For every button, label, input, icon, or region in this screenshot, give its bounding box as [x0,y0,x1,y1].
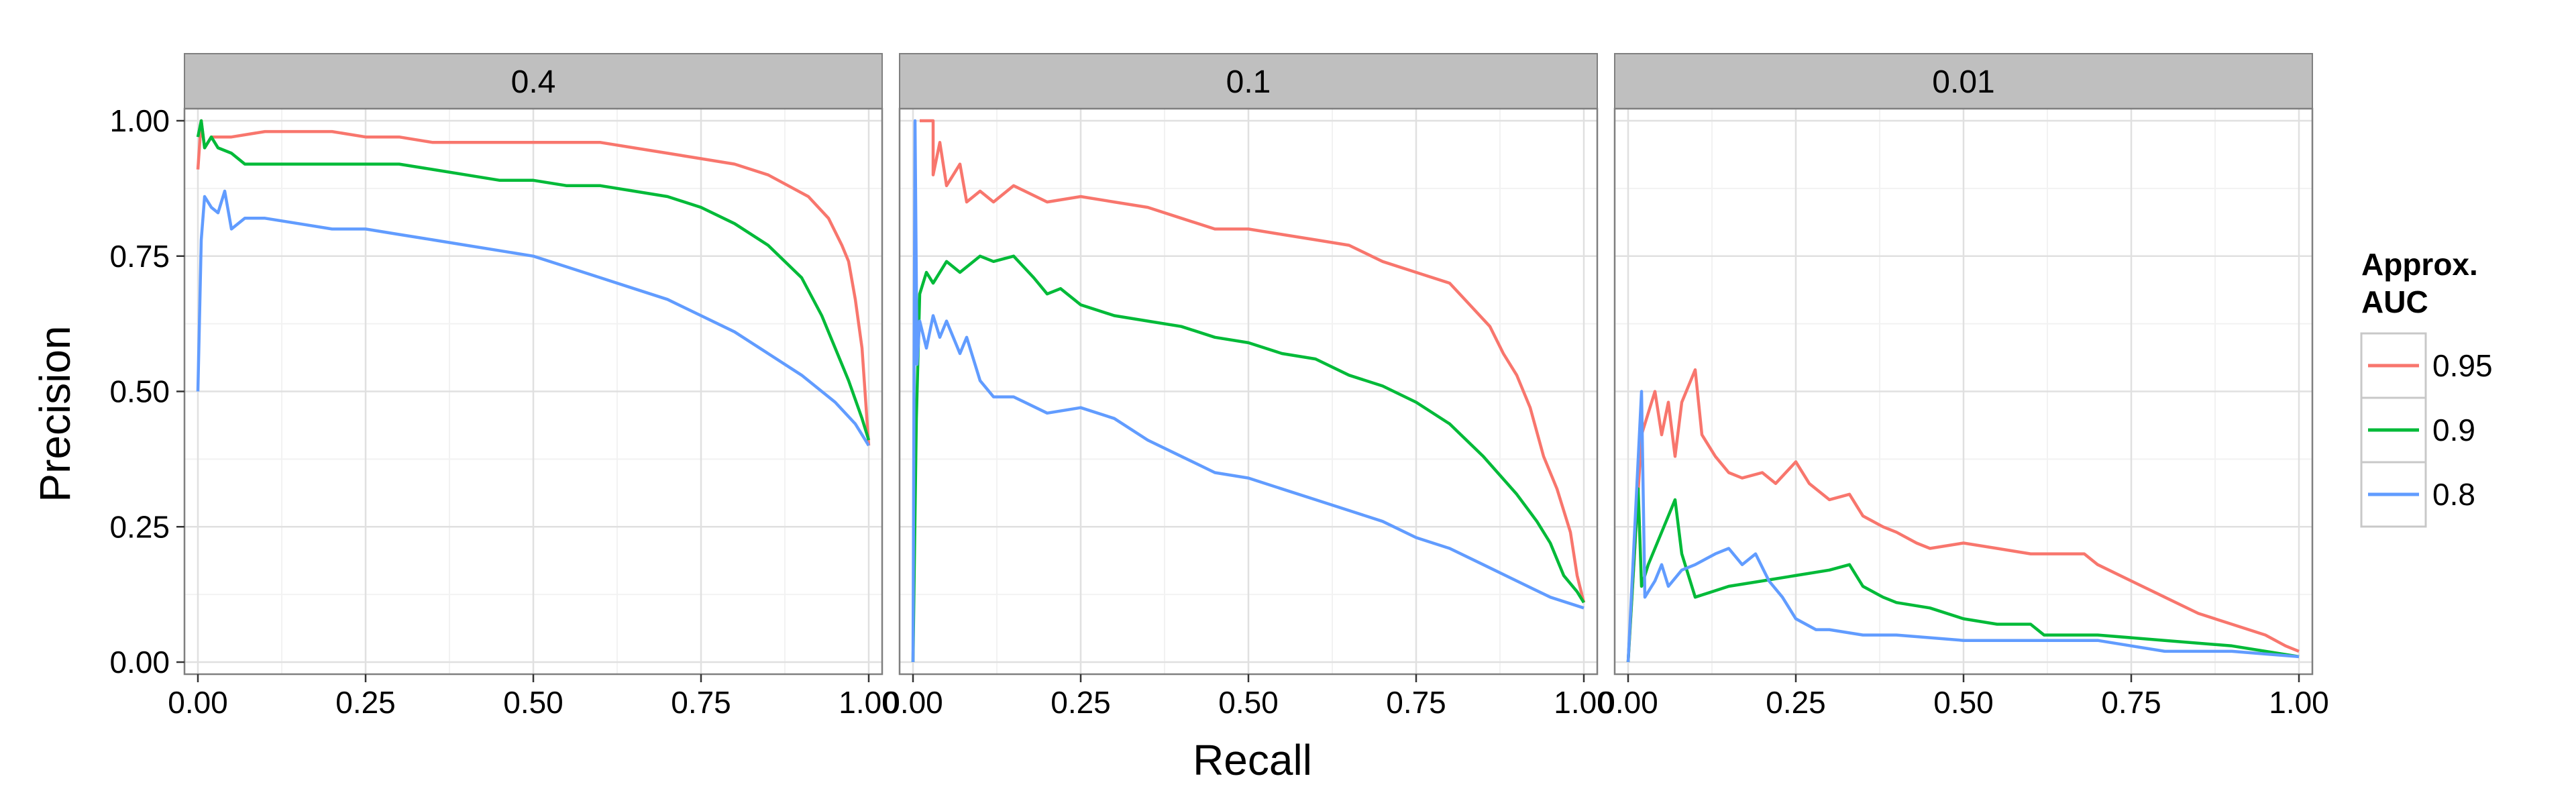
x-tick-label: 0.00 [1598,685,1658,720]
facet-strip-label: 0.4 [511,64,556,100]
x-tick-label: 0.25 [1051,685,1111,720]
series-line-0.8 [196,189,870,447]
series-line-0.9 [911,254,1585,663]
x-tick-label: 0.50 [1933,685,1994,720]
y-tick-label: 0.25 [109,509,170,544]
legend-title: Approx. [2361,247,2478,282]
x-tick-label: 0.75 [2101,685,2161,720]
x-tick-label: 1.00 [2269,685,2329,720]
series-line-0.8 [1626,390,2300,663]
x-tick-label: 0.00 [168,685,228,720]
facet-strip [184,53,883,109]
facet-panel: 0.1 0.00 0.25 0.50 0.75 1.00 [883,53,1614,720]
legend-label: 0.8 [2432,477,2475,512]
x-tick-label: 0.25 [1766,685,1826,720]
legend-item: 0.9 [2360,396,2475,464]
x-tick-label: 0.50 [503,685,564,720]
y-tick-label: 0.75 [109,239,170,274]
x-tick-label: 1.00 [839,685,899,720]
x-axis-label: Recall [1193,736,1312,784]
facet-panel: 0.01 0.00 0.25 0.50 0.75 1.00 [1598,53,2329,720]
legend-label: 0.9 [2432,413,2475,447]
facet-strip [899,53,1598,109]
x-tick-label: 0.00 [883,685,943,720]
series-line-0.8 [911,119,1585,663]
facet-panel: 0.4 0.00 0.25 0.50 0.75 1.00 [168,53,899,720]
facet-strip-label: 0.01 [1932,64,1994,100]
x-tick-label: 0.75 [671,685,731,720]
series-line-0.9 [1626,487,2300,663]
legend-item: 0.95 [2360,332,2493,399]
x-tick-label: 0.25 [335,685,396,720]
series-line-0.95 [196,119,871,446]
series-line-0.95 [1626,368,2300,663]
series-line-0.9 [196,119,871,441]
legend-title: AUC [2361,284,2428,319]
x-tick-label: 0.75 [1386,685,1446,720]
y-tick-label: 0.50 [109,374,170,409]
x-tick-label: 0.50 [1218,685,1279,720]
legend-item: 0.8 [2360,461,2475,528]
series-line-0.95 [920,119,1586,603]
facet-strip [1614,53,2313,109]
panels-layer: 0.40.00 0.25 0.50 0.75 1.000.10.00 0.25 0.50 0.… [109,53,2329,720]
x-tick-label: 1.00 [1554,685,1614,720]
y-axis-label: Precision [31,325,79,502]
facet-strip-label: 0.1 [1226,64,1271,100]
y-tick-label: 0.00 [109,645,170,680]
legend-label: 0.95 [2432,348,2493,383]
y-tick-label: 1.00 [109,103,170,138]
